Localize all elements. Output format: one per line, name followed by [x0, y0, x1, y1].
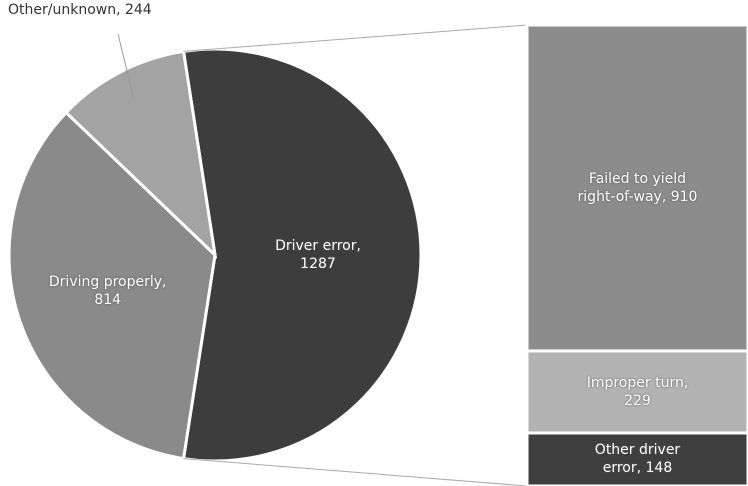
connector-line [183, 458, 528, 486]
data-label: Other driver error, 148 [594, 442, 681, 477]
pie-slice [7, 110, 217, 461]
bar-segment [525, 349, 748, 435]
connector-line [183, 24, 528, 52]
pie-slice [64, 49, 218, 260]
data-label: Improper turn, 229 [586, 374, 689, 409]
data-label: Other/unknown, 244 [8, 2, 152, 18]
data-label: Driving properly, 814 [48, 274, 167, 309]
leader-line [117, 33, 135, 100]
data-label: Driver error, 1287 [275, 238, 361, 272]
data-label: Failed to yield right-of-way, 910 [577, 170, 698, 205]
bar-segment [525, 23, 748, 353]
pie-slice [181, 47, 423, 463]
